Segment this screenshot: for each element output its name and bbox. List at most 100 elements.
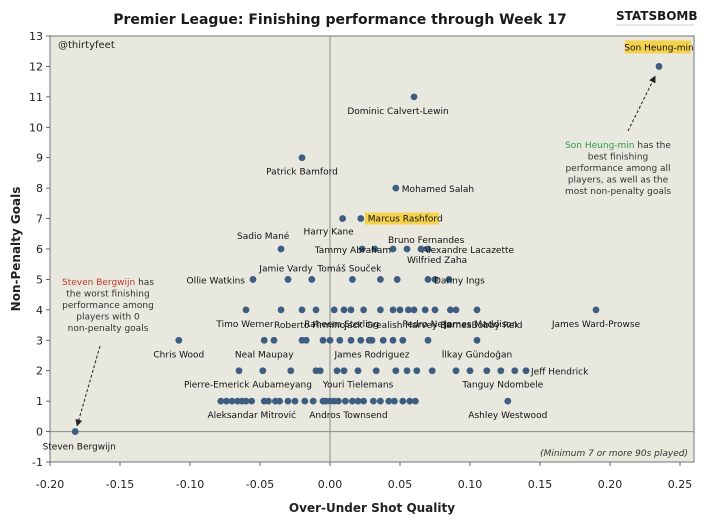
player-point bbox=[336, 336, 344, 344]
player-point bbox=[417, 245, 425, 253]
x-tick-label: -0.15 bbox=[106, 478, 134, 491]
player-point bbox=[339, 215, 346, 222]
player-point bbox=[368, 336, 376, 344]
y-tick-label: 3 bbox=[36, 334, 43, 347]
player-label: İlkay Gündoğan bbox=[442, 349, 512, 360]
x-tick-label: 0.05 bbox=[388, 478, 413, 491]
worst-annotation-text: performance among bbox=[62, 301, 154, 311]
player-point bbox=[265, 397, 272, 405]
player-point bbox=[466, 367, 474, 375]
player-point bbox=[592, 306, 600, 314]
player-point bbox=[340, 306, 348, 314]
player-point bbox=[260, 336, 268, 344]
x-tick-label: 0.10 bbox=[458, 478, 483, 491]
footnote: (Minimum 7 or more 90s played) bbox=[540, 449, 688, 459]
player-point bbox=[410, 306, 418, 314]
worst-annotation-text: non-penalty goals bbox=[68, 324, 149, 334]
player-point bbox=[377, 276, 384, 283]
player-point bbox=[424, 336, 432, 344]
player-point bbox=[392, 367, 400, 375]
x-tick-label: -0.10 bbox=[176, 478, 204, 491]
player-point bbox=[504, 397, 512, 405]
y-tick-label: 1 bbox=[36, 395, 43, 408]
player-label: James Ward-Prowse bbox=[551, 320, 641, 330]
player-point bbox=[403, 245, 411, 253]
player-point bbox=[413, 367, 421, 375]
best-annotation-arrow bbox=[627, 75, 656, 132]
worst-annotation: Steven Bergwijn has the worst finishing pe… bbox=[62, 278, 154, 334]
player-point bbox=[445, 276, 453, 283]
player-point bbox=[217, 397, 225, 405]
player-label: Tammy Abraham bbox=[314, 246, 391, 256]
y-tick-label: 13 bbox=[29, 30, 43, 43]
player-point bbox=[71, 428, 79, 435]
player-point bbox=[399, 336, 407, 344]
player-point bbox=[309, 397, 317, 405]
player-point bbox=[405, 306, 412, 314]
player-point bbox=[377, 306, 384, 314]
player-label: Pierre-Emerick Aubameyang bbox=[184, 381, 312, 391]
plot-layer: Son Heung-min Dominic Calvert-Lewin Patric… bbox=[43, 36, 694, 462]
player-point bbox=[312, 306, 320, 314]
player-point bbox=[473, 306, 481, 314]
player-point bbox=[428, 367, 436, 375]
player-point bbox=[396, 306, 404, 314]
x-tick-label: 0.00 bbox=[318, 478, 343, 491]
player-label: Harvey Barnes bbox=[405, 321, 472, 331]
player-point bbox=[421, 306, 429, 314]
player-point bbox=[412, 397, 419, 405]
y-tick-label: 12 bbox=[29, 60, 43, 73]
worst-annotation-text: has bbox=[135, 278, 154, 288]
son-highlight bbox=[625, 40, 691, 54]
player-point bbox=[330, 306, 338, 314]
player-label: Youri Tielemans bbox=[322, 381, 394, 391]
player-point bbox=[522, 367, 530, 375]
player-point bbox=[393, 276, 401, 283]
player-label: Patrick Bamford bbox=[266, 168, 338, 178]
player-point bbox=[377, 397, 384, 405]
player-point bbox=[424, 276, 432, 283]
player-point bbox=[357, 336, 365, 344]
player-point bbox=[452, 306, 460, 314]
player-point bbox=[259, 367, 267, 375]
player-point bbox=[301, 397, 309, 405]
y-tick-label: -1 bbox=[32, 456, 43, 469]
worst-annotation-text: players with 0 bbox=[76, 313, 140, 323]
statsbomb-logo: STATSBOMB bbox=[616, 9, 698, 26]
player-label: Alexandre Lacazette bbox=[422, 246, 515, 256]
player-label: Andros Townsend bbox=[309, 411, 387, 421]
player-point bbox=[406, 397, 414, 405]
player-label: Ashley Westwood bbox=[468, 411, 547, 421]
player-label: Ollie Watkins bbox=[187, 276, 246, 286]
player-label: Tomáš Souček bbox=[316, 263, 382, 274]
player-point bbox=[497, 367, 505, 375]
player-point bbox=[403, 367, 411, 375]
x-tick-label: 0.15 bbox=[528, 478, 553, 491]
chart-title: Premier League: Finishing performance th… bbox=[113, 12, 567, 28]
player-point bbox=[392, 184, 400, 192]
player-point bbox=[399, 397, 407, 405]
player-point bbox=[410, 93, 418, 101]
player-point bbox=[431, 306, 439, 314]
player-point bbox=[316, 367, 324, 375]
player-point bbox=[287, 367, 295, 375]
player-point bbox=[270, 336, 278, 344]
player-label: Chris Wood bbox=[153, 350, 204, 360]
worst-annotation-arrow bbox=[75, 345, 101, 427]
player-point bbox=[655, 63, 663, 70]
player-label: Wilfried Zaha bbox=[407, 256, 467, 266]
player-label: Jeff Hendrick bbox=[530, 368, 589, 378]
player-point bbox=[298, 154, 306, 162]
player-label: Marcus Rashford bbox=[368, 215, 443, 225]
player-point bbox=[379, 336, 387, 344]
player-point bbox=[291, 397, 299, 405]
player-label: Jack Grealish bbox=[343, 321, 402, 331]
x-tick-label: -0.05 bbox=[246, 478, 274, 491]
player-point bbox=[372, 367, 380, 375]
player-point bbox=[326, 336, 334, 344]
x-tick-label: 0.20 bbox=[598, 478, 623, 491]
player-point bbox=[340, 367, 348, 375]
player-point bbox=[431, 276, 439, 283]
player-label: James Maddison bbox=[443, 320, 517, 330]
